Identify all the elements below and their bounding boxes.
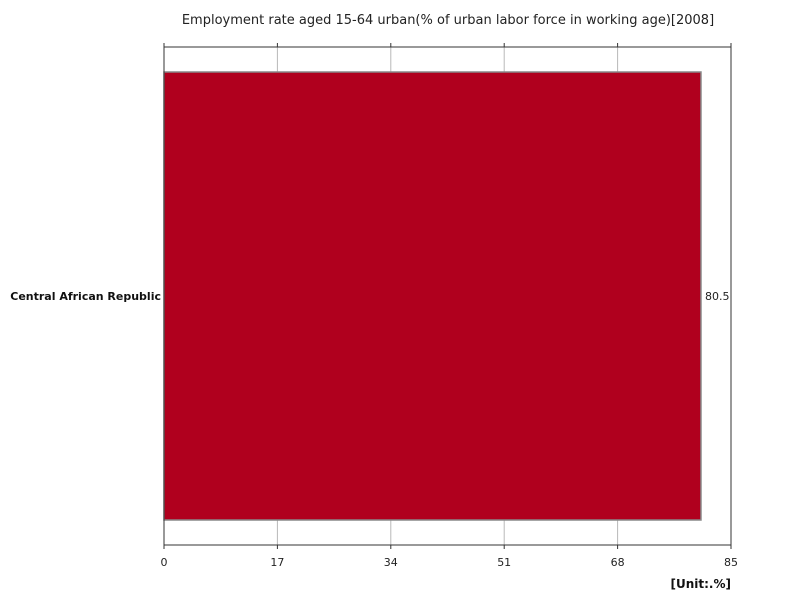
category-label: Central African Republic [10,290,161,303]
plot-frame [163,46,732,546]
x-tick-label: 85 [724,556,738,569]
bars [163,71,702,521]
value-label: 80.5 [705,290,730,303]
x-tick-label: 68 [611,556,625,569]
value-labels: 80.5 [705,290,730,303]
chart-title: Employment rate aged 15-64 urban(% of ur… [182,13,714,28]
x-tick-label: 51 [497,556,511,569]
x-tick-label: 34 [384,556,398,569]
x-tick-label: 0 [161,556,168,569]
unit-label: [Unit:.%] [671,577,732,591]
x-tick-label: 17 [270,556,284,569]
bar [163,71,702,521]
y-axis-categories: Central African Republic [10,290,161,303]
x-axis-ticks: 0 17 34 51 68 85 [161,43,738,569]
